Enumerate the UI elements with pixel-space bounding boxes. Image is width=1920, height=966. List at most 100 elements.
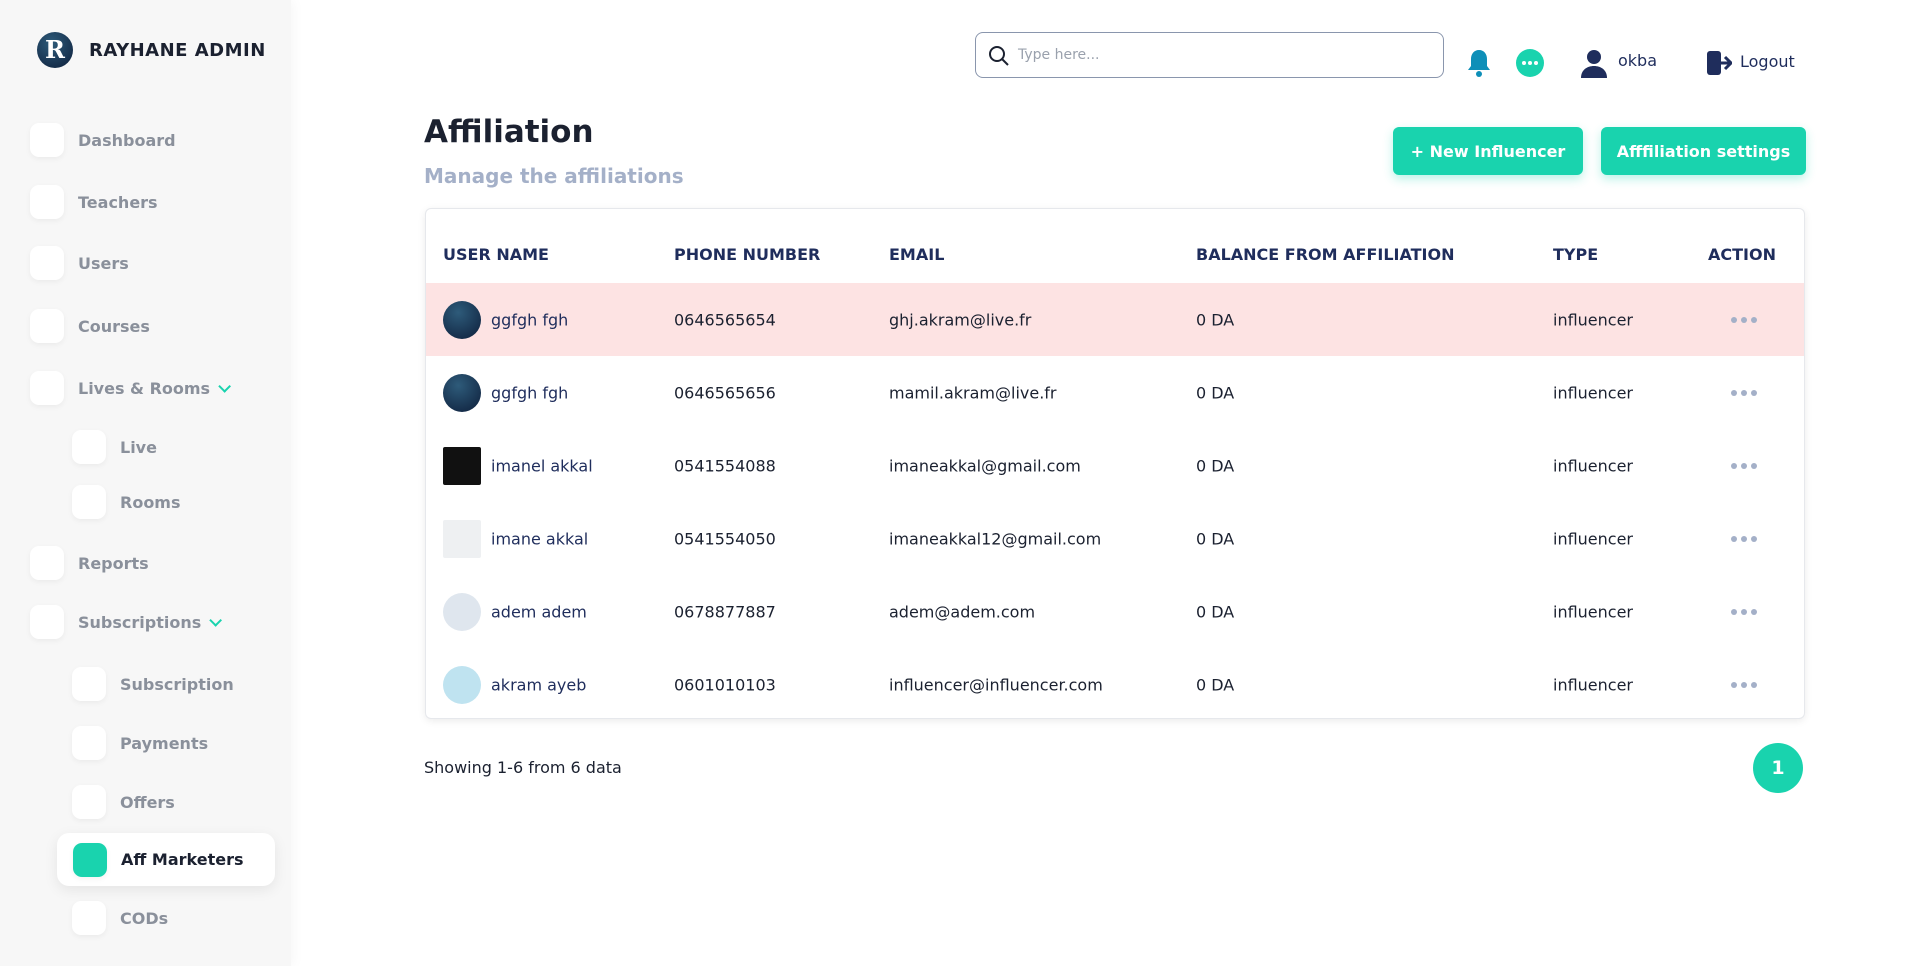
notification-icon[interactable] bbox=[1466, 48, 1492, 78]
menu-icon bbox=[73, 842, 107, 877]
menu-item[interactable]: CODs bbox=[72, 893, 168, 943]
action-menu[interactable] bbox=[1731, 608, 1757, 615]
table-cell: influencer bbox=[1553, 310, 1634, 329]
table-cell: ghj.akram@live.fr bbox=[889, 310, 1032, 329]
action-menu[interactable] bbox=[1731, 681, 1757, 688]
menu-item[interactable]: Rooms bbox=[72, 477, 181, 527]
logout-link[interactable]: Logout bbox=[1740, 52, 1795, 71]
new-influencer-button[interactable]: + New Influencer bbox=[1393, 127, 1583, 175]
affiliation-settings-button[interactable]: Afffiliation settings bbox=[1601, 127, 1806, 175]
column-header: TYPE bbox=[1553, 245, 1599, 264]
table-row: ggfgh fgh 0646565654 ghj.akram@live.fr 0 DA… bbox=[426, 283, 1804, 356]
menu-icon bbox=[30, 123, 64, 157]
brand: RAYHANE ADMIN bbox=[89, 40, 266, 61]
avatar bbox=[443, 592, 481, 631]
menu-label: Offers bbox=[120, 792, 175, 812]
menu-item[interactable]: Aff Marketers bbox=[57, 833, 275, 886]
table-row: imane akkal 0541554050 imaneakkal12@gmail.… bbox=[426, 502, 1804, 575]
avatar bbox=[443, 519, 481, 558]
table-row: ggfgh fgh 0646565656 mamil.akram@live.fr 0 … bbox=[426, 356, 1804, 429]
action-menu[interactable] bbox=[1731, 316, 1757, 323]
table-cell[interactable]: adem adem bbox=[491, 602, 587, 621]
menu-icon bbox=[72, 430, 106, 464]
menu-label: Subscription bbox=[120, 674, 234, 694]
table-cell: influencer bbox=[1553, 383, 1634, 402]
menu-item[interactable]: Live bbox=[72, 422, 157, 472]
table-row: adem adem 0678877887 adem@adem.com 0 DA infl… bbox=[426, 575, 1804, 648]
table-cell: 0541554050 bbox=[674, 529, 776, 548]
table-cell: 0601010103 bbox=[674, 675, 776, 694]
table-cell: influencer bbox=[1553, 529, 1634, 548]
table-cell: 0646565654 bbox=[674, 310, 776, 329]
menu-item[interactable]: Courses bbox=[30, 301, 150, 351]
table-cell: imaneakkal12@gmail.com bbox=[889, 529, 1102, 548]
menu-label: Subscriptions bbox=[78, 612, 202, 632]
menu-item[interactable]: Lives & Rooms bbox=[30, 363, 232, 413]
avatar bbox=[443, 300, 481, 339]
menu-item[interactable]: Users bbox=[30, 238, 129, 288]
page-button[interactable]: 1 bbox=[1753, 743, 1803, 793]
menu-icon bbox=[72, 726, 106, 760]
menu-item[interactable]: Reports bbox=[30, 538, 149, 588]
table-cell[interactable]: ggfgh fgh bbox=[491, 310, 569, 329]
table-cell: 0 DA bbox=[1196, 456, 1235, 475]
table-summary: Showing 1-6 from 6 data bbox=[424, 758, 622, 777]
table-row: imanel akkal 0541554088 imaneakkal@gmail.c… bbox=[426, 429, 1804, 502]
user-name[interactable]: okba bbox=[1618, 51, 1658, 70]
user-icon[interactable] bbox=[1580, 48, 1608, 78]
menu-label: Lives & Rooms bbox=[78, 378, 211, 398]
table-cell: influencer@influencer.com bbox=[889, 675, 1103, 694]
menu-icon bbox=[72, 485, 106, 519]
menu-item[interactable]: Subscription bbox=[72, 659, 234, 709]
action-menu[interactable] bbox=[1731, 389, 1757, 396]
menu-item[interactable]: Dashboard bbox=[30, 115, 176, 165]
action-menu[interactable] bbox=[1731, 535, 1757, 542]
menu-label: Aff Marketers bbox=[121, 850, 244, 869]
menu-icon bbox=[30, 371, 64, 405]
logo: R bbox=[37, 32, 73, 68]
menu-item[interactable]: Offers bbox=[72, 777, 175, 827]
search-input[interactable]: Type here... bbox=[975, 32, 1444, 78]
menu-item[interactable]: Payments bbox=[72, 718, 208, 768]
table-cell: 0646565656 bbox=[674, 383, 776, 402]
menu-label: Teachers bbox=[78, 192, 158, 212]
table-cell[interactable]: akram ayeb bbox=[491, 675, 587, 694]
table-cell: influencer bbox=[1553, 456, 1634, 475]
menu-label: Live bbox=[120, 437, 157, 457]
table-cell: mamil.akram@live.fr bbox=[889, 383, 1057, 402]
column-header: BALANCE FROM AFFILIATION bbox=[1196, 245, 1455, 264]
menu-label: Users bbox=[78, 253, 129, 273]
menu-label: Reports bbox=[78, 553, 149, 573]
column-header: USER NAME bbox=[443, 245, 549, 264]
menu-icon bbox=[30, 605, 64, 639]
search-icon bbox=[989, 46, 1009, 66]
menu-item[interactable]: Teachers bbox=[30, 177, 158, 227]
table-cell[interactable]: imane akkal bbox=[491, 529, 589, 548]
menu-icon bbox=[30, 246, 64, 280]
action-menu[interactable] bbox=[1731, 462, 1757, 469]
logout-icon[interactable] bbox=[1706, 50, 1732, 76]
table-cell: 0 DA bbox=[1196, 529, 1235, 548]
table-cell: 0 DA bbox=[1196, 675, 1235, 694]
menu-label: Payments bbox=[120, 733, 209, 753]
menu-icon bbox=[30, 546, 64, 580]
table-cell[interactable]: ggfgh fgh bbox=[491, 383, 569, 402]
column-header: EMAIL bbox=[889, 245, 945, 264]
menu-item[interactable]: Subscriptions bbox=[30, 597, 223, 647]
table-row: akram ayeb 0601010103 influencer@influence… bbox=[426, 648, 1804, 721]
table-cell: imaneakkal@gmail.com bbox=[889, 456, 1081, 475]
table-cell[interactable]: imanel akkal bbox=[491, 456, 593, 475]
menu-icon bbox=[72, 785, 106, 819]
menu-icon bbox=[72, 667, 106, 701]
table-cell: influencer bbox=[1553, 675, 1634, 694]
chevron bbox=[218, 379, 232, 393]
table-cell: 0 DA bbox=[1196, 310, 1235, 329]
page-subtitle: Manage the affiliations bbox=[424, 164, 684, 188]
chat-icon[interactable] bbox=[1514, 47, 1546, 79]
menu-label: Rooms bbox=[120, 492, 181, 512]
page-title: Affiliation bbox=[424, 114, 594, 150]
chevron bbox=[209, 613, 223, 627]
avatar bbox=[443, 665, 481, 704]
